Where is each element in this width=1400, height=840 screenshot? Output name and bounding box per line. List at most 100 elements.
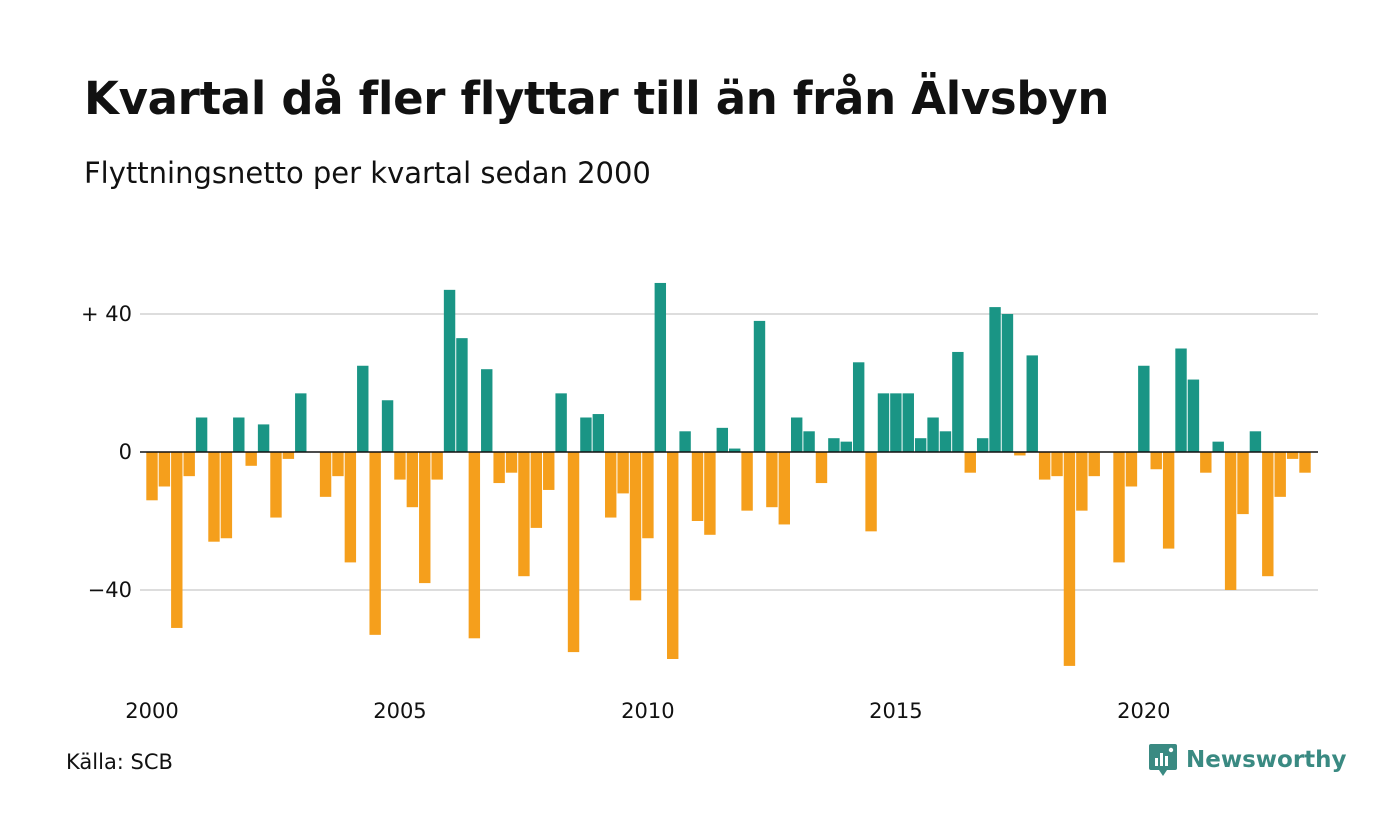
bar-positive [679, 431, 691, 452]
bar-negative [394, 452, 406, 480]
bar-negative [220, 452, 233, 539]
bar-positive [257, 424, 270, 452]
bar-positive [381, 400, 394, 452]
bar-negative [406, 452, 419, 508]
bar-negative [629, 452, 642, 601]
chart-subtitle: Flyttningsnetto per kvartal sedan 2000 [84, 156, 651, 190]
bar-negative [1125, 452, 1138, 487]
bar-positive [357, 365, 369, 452]
brand-logo[interactable]: Newsworthy [1148, 742, 1347, 778]
bar-positive [927, 417, 939, 452]
bar-positive [989, 307, 1001, 452]
bar-positive [729, 448, 741, 452]
bar-positive [443, 289, 456, 452]
bar-positive [295, 393, 307, 452]
bar-negative [642, 452, 654, 539]
bar-negative [518, 452, 530, 577]
bar-negative [282, 452, 295, 459]
bar-negative [741, 452, 753, 511]
bar-negative [431, 452, 443, 480]
x-tick-label: 2015 [869, 699, 922, 723]
bar-negative [332, 452, 344, 477]
bar-positive [877, 393, 890, 452]
bar-negative [1014, 452, 1026, 456]
bar-positive [1212, 441, 1224, 452]
bar-positive [1175, 348, 1187, 452]
bar-negative [493, 452, 505, 484]
bar-positive [753, 320, 766, 452]
bar-negative [1150, 452, 1162, 470]
y-tick-labels: + 40 0 −40 [81, 302, 132, 602]
bar-negative [1200, 452, 1212, 473]
bar-positive [1001, 314, 1014, 452]
bar-negative [1262, 452, 1274, 577]
bar-positive [716, 427, 729, 452]
bar-negative [1076, 452, 1088, 511]
newsworthy-logo-icon [1149, 744, 1177, 776]
bar-negative [419, 452, 431, 584]
bar-negative [505, 452, 518, 473]
bar-negative [815, 452, 828, 484]
bar-negative [208, 452, 220, 542]
bar-negative [1162, 452, 1175, 549]
bar-negative [605, 452, 617, 518]
bar-positive [852, 362, 865, 452]
bar-positive [1026, 355, 1038, 452]
x-tick-label: 2000 [125, 699, 178, 723]
bar-negative [1286, 452, 1299, 459]
brand-name: Newsworthy [1186, 747, 1347, 773]
bar-positive [952, 351, 964, 452]
bar-negative [1113, 452, 1125, 563]
bar-positive [580, 417, 592, 452]
bar-negative [1063, 452, 1076, 666]
bar-negative [1237, 452, 1249, 515]
bar-negative [1051, 452, 1063, 477]
bar-negative [530, 452, 543, 528]
x-tick-label: 2010 [621, 699, 674, 723]
bar-negative [617, 452, 629, 494]
y-tick-label: + 40 [81, 302, 132, 326]
bar-positive [902, 393, 914, 452]
bar-positive [914, 438, 927, 452]
bar-positive [790, 417, 803, 452]
bar-chart: + 40 0 −40 2000 2005 2010 2015 2020 [81, 282, 1318, 723]
bar-negative [171, 452, 183, 628]
x-tick-label: 2005 [373, 699, 426, 723]
bar-negative [319, 452, 332, 497]
bar-positive [233, 417, 245, 452]
bar-negative [1299, 452, 1311, 473]
bar-positive [828, 438, 840, 452]
bar-positive [195, 417, 208, 452]
bar-negative [704, 452, 716, 535]
bar-positive [654, 282, 667, 452]
bar-negative [146, 452, 158, 501]
bar-negative [1274, 452, 1286, 497]
bar-positive [840, 441, 852, 452]
bars [146, 282, 1311, 666]
grid-lines [140, 313, 1318, 591]
bar-negative [245, 452, 257, 466]
bar-negative [567, 452, 580, 653]
bar-negative [344, 452, 357, 563]
bar-negative [158, 452, 171, 487]
x-tick-labels: 2000 2005 2010 2015 2020 [125, 699, 1170, 723]
bar-negative [1038, 452, 1051, 480]
bar-positive [803, 431, 815, 452]
bar-positive [456, 338, 468, 452]
bar-negative [778, 452, 790, 525]
bar-positive [1138, 365, 1150, 452]
bar-negative [1224, 452, 1237, 590]
bar-negative [369, 452, 381, 635]
bar-negative [691, 452, 704, 521]
bar-positive [976, 438, 989, 452]
bar-negative [468, 452, 481, 639]
bar-negative [667, 452, 679, 659]
bar-positive [1249, 431, 1262, 452]
bar-positive [555, 393, 567, 452]
x-tick-label: 2020 [1117, 699, 1170, 723]
source-note: Källa: SCB [66, 750, 173, 774]
bar-negative [766, 452, 778, 508]
bar-positive [481, 369, 493, 452]
bar-negative [964, 452, 976, 473]
y-tick-label: −40 [88, 578, 132, 602]
